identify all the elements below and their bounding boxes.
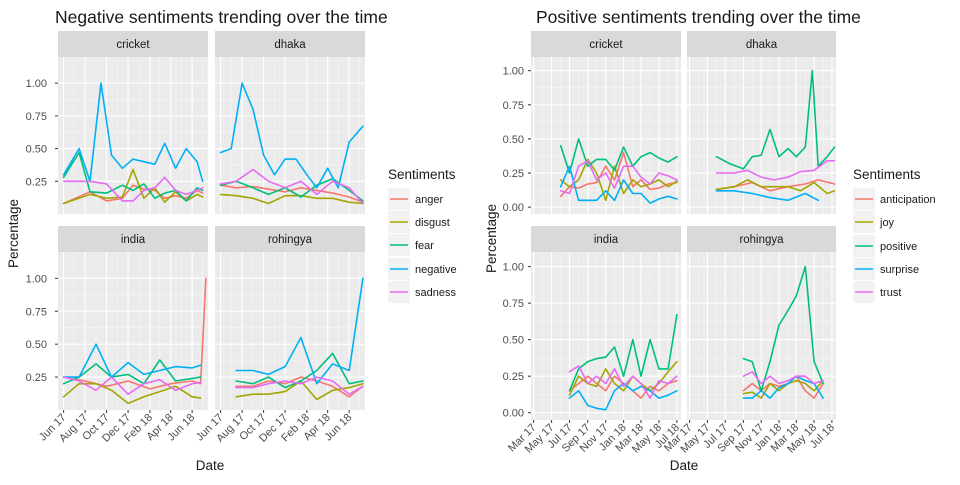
legend-title: Sentiments [853, 167, 921, 182]
legend-label-joy: joy [879, 217, 895, 229]
legend-label-anticipation: anticipation [880, 194, 936, 206]
facet-strip [687, 31, 836, 57]
series-line-negative [235, 277, 364, 385]
facet-panel-india: india [58, 226, 208, 410]
legend-label-anger: anger [415, 194, 443, 206]
facet-strip-label: rohingya [739, 234, 784, 246]
facet-panel-rohingya: rohingya [687, 226, 836, 420]
y-tick-label: 0.75 [503, 100, 524, 112]
series-line-fear [62, 151, 204, 202]
y-axis-label: Percentage [6, 199, 21, 268]
series-line-anger [235, 376, 364, 398]
facet-strip-label: rohingya [268, 234, 313, 246]
y-tick-label: 0.50 [503, 335, 524, 347]
legend-title: Sentiments [388, 167, 456, 182]
facet-strip [531, 31, 681, 57]
facet-panel-dhaka: dhaka [687, 31, 836, 214]
facet-panel-cricket: cricket [531, 31, 681, 214]
series-line-sadness [62, 176, 204, 202]
series-line-positive [568, 313, 678, 392]
series-line-trust [742, 370, 824, 385]
series-line-trust [568, 365, 678, 399]
series-line-surprise [568, 382, 678, 411]
y-tick-label: 0.00 [503, 408, 524, 420]
legend-label-trust: trust [880, 287, 901, 299]
series-line-negative [219, 82, 364, 189]
series-line-fear [235, 352, 364, 389]
facet-strip [58, 226, 208, 252]
y-tick-label: 1.00 [26, 273, 47, 285]
y-tick-label: 1.00 [503, 262, 524, 274]
series-line-positive [715, 69, 836, 170]
y-tick-label: 0.50 [26, 339, 47, 351]
y-tick-label: 0.00 [503, 202, 524, 214]
facet-strip-label: cricket [116, 39, 150, 51]
facet-strip-label: india [121, 234, 146, 246]
series-line-sadness [235, 376, 364, 396]
series-line-surprise [742, 375, 824, 399]
y-tick-label: 1.00 [503, 66, 524, 78]
y-tick-label: 0.50 [26, 144, 47, 156]
legend-label-sadness: sadness [415, 287, 456, 299]
series-line-joy [559, 158, 678, 202]
facet-strip [58, 31, 208, 57]
legend-label-negative: negative [415, 264, 457, 276]
series-line-positive [559, 138, 678, 174]
legend: Sentiments anticipation joy positive surpris… [853, 167, 936, 303]
x-axis-label: Date [670, 458, 699, 473]
x-axis-label: Date [196, 458, 225, 473]
facet-strip-label: india [594, 234, 619, 246]
facet-strip [531, 226, 681, 252]
legend-label-surprise: surprise [880, 264, 919, 276]
facet-panel-cricket: cricket [58, 31, 208, 214]
y-tick-label: 1.00 [26, 78, 47, 90]
facet-strip-label: dhaka [746, 39, 778, 51]
chart-title: Positive sentiments trending over the ti… [536, 7, 861, 27]
facet-strip [215, 31, 365, 57]
series-line-sadness [62, 376, 202, 396]
y-tick-label: 0.75 [503, 298, 524, 310]
series-line-disgust [62, 382, 202, 405]
facet-strip [687, 226, 836, 252]
y-tick-label: 0.25 [26, 176, 47, 188]
y-tick-label: 0.75 [26, 111, 47, 123]
series-line-joy [715, 179, 836, 195]
chart-title: Negative sentiments trending over the ti… [55, 7, 388, 27]
chart-1: Negative sentiments trending over the ti… [6, 7, 457, 473]
facet-strip-label: cricket [589, 39, 623, 51]
series-line-disgust [219, 193, 364, 205]
y-tick-label: 0.25 [503, 371, 524, 383]
legend-label-fear: fear [415, 240, 434, 252]
y-tick-label: 0.50 [503, 134, 524, 146]
series-line-surprise [715, 190, 820, 202]
y-tick-label: 0.75 [26, 306, 47, 318]
series-line-trust [559, 160, 678, 195]
facet-panel-rohingya: rohingya [215, 226, 365, 410]
series-line-anticipation [559, 151, 678, 198]
y-axis-label: Percentage [484, 204, 499, 273]
y-tick-label: 0.25 [503, 168, 524, 180]
legend-label-positive: positive [880, 241, 917, 253]
series-line-anger [219, 184, 364, 203]
series-line-fear [62, 359, 202, 385]
facet-strip-label: dhaka [274, 39, 306, 51]
facet-panel-india: india [531, 226, 681, 420]
series-line-negative [62, 343, 202, 378]
legend: Sentiments anger disgust fear negative sadnes… [388, 167, 457, 303]
facet-strip [215, 226, 365, 252]
y-tick-label: 0.25 [26, 372, 47, 384]
series-line-surprise [559, 165, 678, 204]
chart-2: Positive sentiments trending over the ti… [484, 7, 936, 473]
series-line-positive [742, 265, 824, 392]
legend-label-disgust: disgust [415, 217, 450, 229]
facet-panel-dhaka: dhaka [215, 31, 365, 214]
series-line-sadness [219, 168, 364, 205]
series-line-negative [62, 82, 204, 183]
series-line-trust [715, 160, 836, 181]
